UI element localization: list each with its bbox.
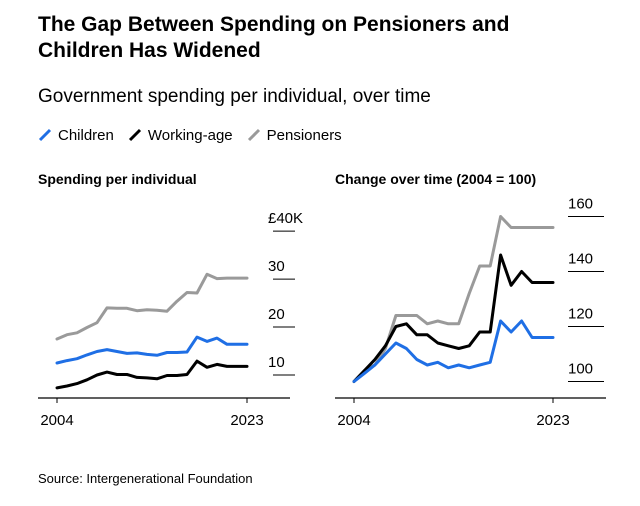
y-tick-label: 30 bbox=[268, 258, 285, 275]
legend-label: Working-age bbox=[147, 126, 233, 144]
legend-swatch-children bbox=[38, 128, 52, 142]
series-line-pensioners bbox=[55, 272, 249, 341]
panel-title-change: Change over time (2004 = 100) bbox=[335, 171, 537, 187]
x-tick-label: 2023 bbox=[536, 412, 569, 429]
source-note: Source: Intergenerational Foundation bbox=[38, 471, 253, 486]
legend-item-working-age: Working-age bbox=[128, 127, 233, 144]
y-tick-label: 160 bbox=[568, 196, 593, 213]
y-tick-label: 10 bbox=[268, 354, 285, 371]
legend-label: Children bbox=[58, 126, 114, 144]
series-line-working-age bbox=[55, 359, 249, 390]
y-tick-label: 100 bbox=[568, 361, 593, 378]
legend-item-children: Children bbox=[38, 127, 114, 144]
x-tick-label: 2004 bbox=[40, 412, 73, 429]
y-tick-label: 20 bbox=[268, 306, 285, 323]
series-line-children bbox=[55, 335, 249, 365]
chart-title: The Gap Between Spending on Pensioners a… bbox=[38, 13, 510, 62]
legend-item-pensioners: Pensioners bbox=[247, 127, 342, 144]
x-tick-label: 2023 bbox=[230, 412, 263, 429]
series-line-working-age bbox=[352, 253, 555, 383]
y-tick-label: 120 bbox=[568, 306, 593, 323]
legend: Children Working-age Pensioners bbox=[38, 125, 356, 145]
y-tick-label: 140 bbox=[568, 251, 593, 268]
panel-title-spending: Spending per individual bbox=[38, 171, 197, 187]
legend-swatch-working-age bbox=[128, 128, 141, 142]
legend-label: Pensioners bbox=[266, 126, 342, 144]
series-line-children bbox=[352, 319, 555, 383]
chart-subtitle: Government spending per individual, over… bbox=[38, 86, 431, 107]
legend-swatch-pensioners bbox=[247, 128, 260, 142]
x-tick-label: 2004 bbox=[337, 412, 370, 429]
y-tick-label: £40K bbox=[268, 210, 303, 227]
